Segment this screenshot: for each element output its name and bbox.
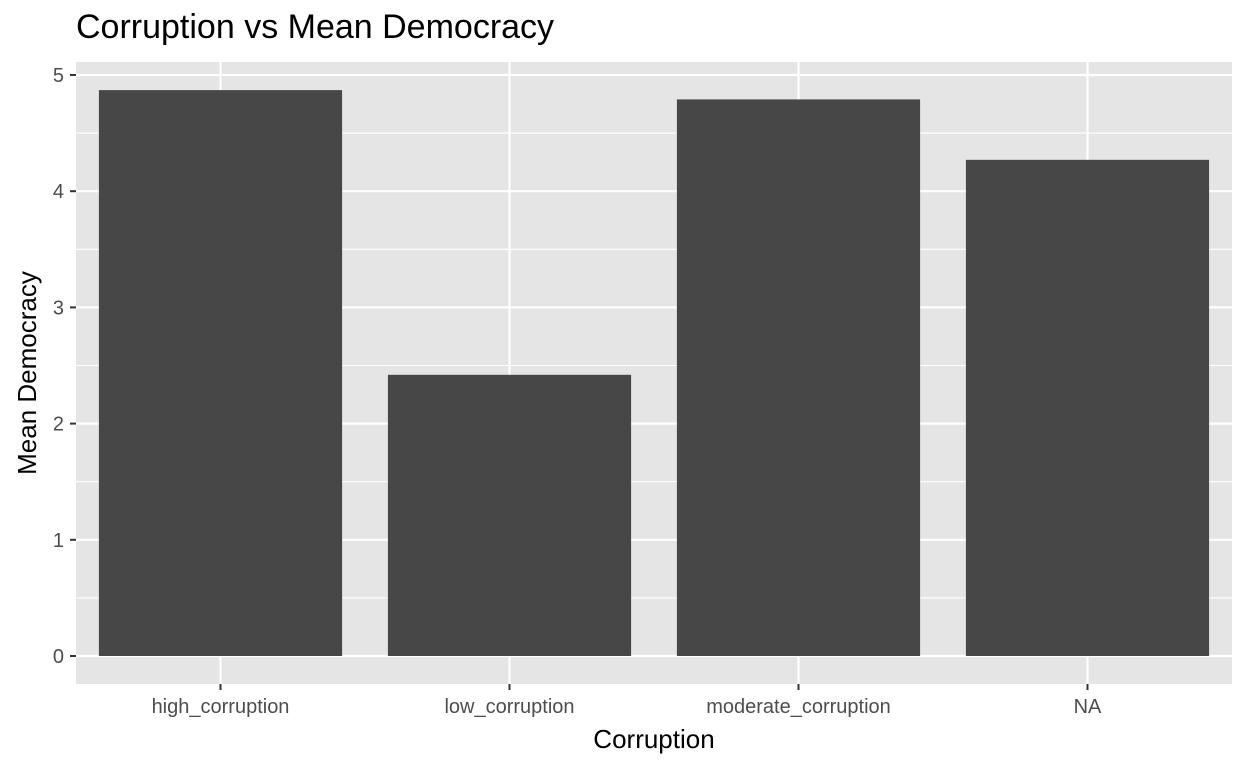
bar: [966, 160, 1209, 656]
bar: [677, 99, 920, 656]
y-tick-label: 1: [53, 530, 64, 552]
x-axis: high_corruption low_corruption moderate_co…: [152, 684, 1102, 718]
y-axis-title: Mean Democracy: [12, 271, 42, 475]
bar: [99, 90, 342, 656]
y-tick-label: 4: [53, 181, 64, 203]
x-axis-title: Corruption: [593, 724, 714, 754]
x-tick-label: moderate_corruption: [706, 696, 891, 718]
y-tick-label: 3: [53, 297, 64, 319]
x-tick-label: NA: [1074, 696, 1102, 718]
bar: [388, 375, 631, 656]
y-axis: 0 1 2 3 4 5: [53, 65, 76, 668]
y-tick-label: 0: [53, 646, 64, 668]
x-tick-label: high_corruption: [152, 696, 290, 718]
x-tick-label: low_corruption: [444, 696, 574, 718]
y-tick-label: 2: [53, 414, 64, 436]
y-tick-label: 5: [53, 65, 64, 87]
